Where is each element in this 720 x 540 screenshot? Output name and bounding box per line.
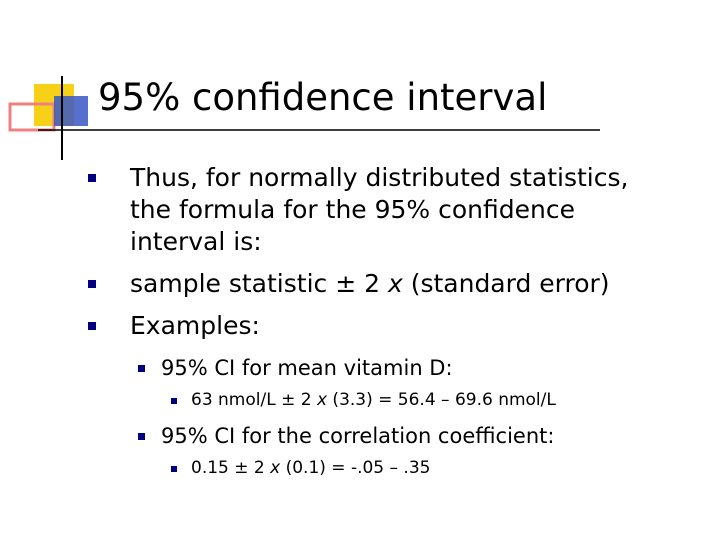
bullet-list: Thus, for normally distributed statistic… (88, 162, 688, 490)
bullet-text: 95% CI for the correlation coefficient: (161, 424, 555, 448)
bullet-marker (88, 174, 96, 182)
bullet-item: 63 nmol/L ± 2 x (3.3) = 56.4 – 69.6 nmol… (88, 388, 688, 412)
bullet-text: x (387, 269, 403, 298)
bullet-text: (3.3) = 56.4 – 69.6 nmol/L (327, 390, 556, 410)
bullet-text: Examples: (130, 311, 260, 340)
slide-title: 95% confidence interval (98, 76, 548, 119)
bullet-text: 95% CI for mean vitamin D: (161, 356, 453, 380)
bullet-marker (138, 433, 145, 440)
bullet-item: 95% CI for mean vitamin D: (88, 354, 688, 382)
bullet-text: sample statistic ± 2 (130, 269, 388, 298)
bullet-item: 0.15 ± 2 x (0.1) = -.05 – .35 (88, 456, 688, 480)
bullet-text: 0.15 ± 2 (191, 458, 271, 478)
bullet-marker (88, 322, 96, 330)
bullet-marker (88, 280, 96, 288)
blue-square (54, 96, 88, 126)
bullet-text: x (316, 390, 328, 410)
bullet-text: x (270, 458, 281, 478)
bullet-item: Thus, for normally distributed statistic… (88, 162, 675, 258)
bullet-item: sample statistic ± 2 x (standard error) (88, 268, 675, 300)
bullet-text: (standard error) (402, 269, 610, 298)
bullet-text: 63 nmol/L ± 2 (191, 390, 317, 410)
bullet-marker (171, 398, 177, 404)
bullet-item: 95% CI for the correlation coefficient: (88, 422, 688, 450)
bullet-item: Examples: (88, 310, 675, 342)
bullet-text: (0.1) = -.05 – .35 (280, 458, 431, 478)
bullet-text: Thus, for normally distributed statistic… (130, 163, 637, 256)
bullet-marker (171, 466, 177, 472)
bullet-marker (138, 365, 145, 372)
